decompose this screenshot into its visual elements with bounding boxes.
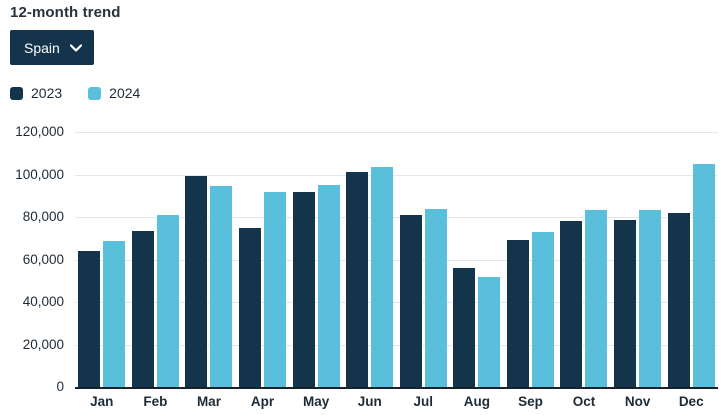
country-dropdown-label: Spain: [24, 39, 60, 56]
bar-group-mar: [182, 132, 236, 387]
x-axis-tick-label: Feb: [143, 394, 168, 409]
bar-group-nov: [611, 132, 665, 387]
bar-2024-sep: [531, 231, 554, 387]
bar-2024-oct: [585, 209, 608, 387]
bar-group-may: [289, 132, 343, 387]
bar-2024-jun: [371, 167, 394, 387]
y-axis-tick-label: 40,000: [22, 294, 64, 309]
bar-group-dec: [664, 132, 718, 387]
bar-2024-apr: [264, 191, 287, 387]
bar-2023-aug: [453, 268, 476, 387]
chart-legend: 2023 2024: [10, 85, 140, 101]
bar-group-oct: [557, 132, 611, 387]
y-axis-tick-label: 80,000: [22, 209, 64, 224]
legend-label-2024: 2024: [109, 85, 141, 101]
x-axis-tick-label: Jan: [90, 394, 114, 409]
gridline: [75, 217, 718, 218]
bar-2024-mar: [210, 186, 233, 387]
x-axis-tick-label: Aug: [463, 394, 490, 409]
bar-group-aug: [450, 132, 504, 387]
x-axis-tick-label: May: [302, 394, 330, 409]
x-axis-tick-label: Nov: [624, 394, 651, 409]
bar-2024-dec: [692, 163, 715, 387]
chevron-down-icon: [69, 43, 82, 52]
bar-group-jul: [396, 132, 450, 387]
bar-2023-jul: [399, 214, 422, 387]
bar-2023-jan: [78, 251, 101, 387]
bar-2023-oct: [560, 221, 583, 387]
gridline: [75, 344, 718, 346]
x-axis-tick-label: Sep: [518, 394, 543, 409]
bar-group-jun: [343, 132, 397, 387]
legend-swatch-2023: [10, 86, 23, 100]
legend-swatch-2024: [88, 86, 102, 100]
gridline: [75, 132, 718, 133]
bar-group-jan: [75, 132, 129, 387]
bar-2023-jun: [346, 172, 369, 387]
x-axis-tick-label: Apr: [250, 394, 275, 409]
x-axis-tick-label: Dec: [678, 394, 704, 409]
legend-item-2024: 2024: [88, 85, 140, 101]
bar-2024-aug: [478, 276, 501, 387]
plot-area: [75, 132, 718, 389]
country-dropdown[interactable]: Spain: [10, 30, 94, 65]
bar-2024-jul: [424, 208, 447, 387]
bar-group-feb: [129, 132, 183, 387]
y-axis-tick-label: 100,000: [15, 166, 64, 182]
page-title: 12-month trend: [10, 4, 121, 21]
x-axis-tick-label: Jul: [413, 394, 434, 409]
bar-2023-apr: [239, 227, 262, 387]
y-axis-tick-label: 20,000: [22, 336, 64, 352]
bar-groups: [75, 132, 718, 387]
bar-2023-may: [292, 191, 315, 387]
bar-2024-nov: [639, 209, 662, 387]
legend-item-2023: 2023: [10, 85, 62, 101]
bar-2023-nov: [614, 220, 637, 387]
bar-2024-may: [317, 185, 340, 387]
bar-group-apr: [236, 132, 290, 387]
legend-label-2023: 2023: [31, 85, 63, 101]
y-axis-tick-label: 120,000: [15, 124, 64, 139]
bar-2023-feb: [131, 230, 154, 387]
x-axis-tick-label: Oct: [572, 394, 596, 409]
x-axis-tick-label: Mar: [196, 394, 221, 409]
bar-2024-feb: [156, 214, 179, 387]
bar-2024-jan: [103, 241, 126, 387]
bar-group-sep: [504, 132, 558, 387]
y-axis-tick-label: 0: [56, 379, 64, 394]
bar-2023-mar: [185, 175, 208, 387]
gridline: [75, 259, 718, 261]
bar-2023-sep: [506, 240, 529, 387]
gridline: [75, 174, 718, 176]
y-axis-tick-label: 60,000: [22, 251, 64, 267]
bar-2023-dec: [667, 212, 690, 387]
gridline: [75, 302, 718, 303]
x-axis-tick-label: Jun: [357, 394, 382, 409]
